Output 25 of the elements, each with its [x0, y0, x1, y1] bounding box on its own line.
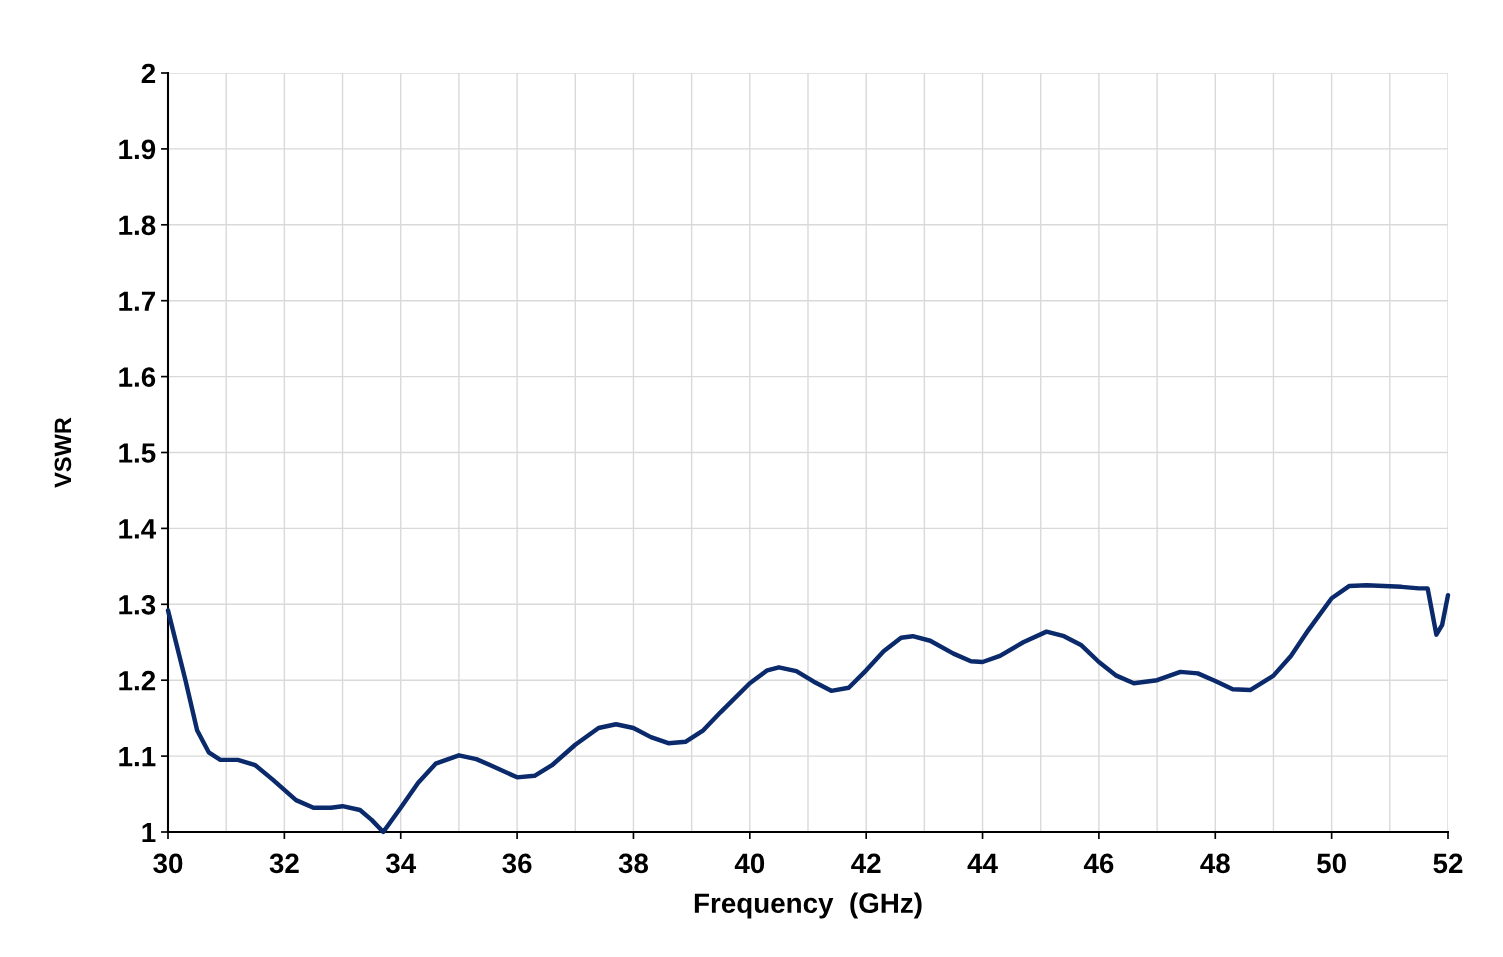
y-tick-label: 1.4: [119, 519, 157, 539]
x-tick-label: 50: [1317, 853, 1346, 874]
x-tick-label: 36: [502, 853, 532, 874]
y-tick-label: 1.9: [119, 139, 156, 160]
x-tick-label: 42: [851, 853, 881, 873]
y-tick-label: 1.2: [119, 670, 156, 691]
y-tick-label: 1: [142, 822, 156, 843]
x-tick-label: 40: [734, 853, 765, 874]
x-tick-label: 38: [618, 853, 649, 874]
x-tick-label: 46: [1083, 853, 1114, 874]
x-axis-title: Frequency (GHz): [694, 892, 922, 919]
y-tick-label: 1.1: [119, 747, 156, 767]
x-tick-label: 52: [1433, 853, 1463, 874]
x-tick-label: 48: [1200, 853, 1230, 874]
x-tick-label: 30: [153, 853, 183, 874]
x-tick-label: 32: [269, 853, 299, 874]
y-tick-label: 1.8: [119, 215, 156, 236]
y-axis-title: VSWR: [54, 417, 72, 488]
x-tick-label: 34: [385, 853, 417, 874]
y-tick-label: 2: [141, 63, 156, 84]
x-tick-label: 44: [967, 853, 998, 873]
y-tick-label: 1.6: [119, 367, 156, 387]
y-tick-label: 1.5: [119, 443, 156, 463]
y-tick-label: 1.7: [119, 291, 155, 311]
y-tick-label: 1.3: [119, 594, 156, 615]
